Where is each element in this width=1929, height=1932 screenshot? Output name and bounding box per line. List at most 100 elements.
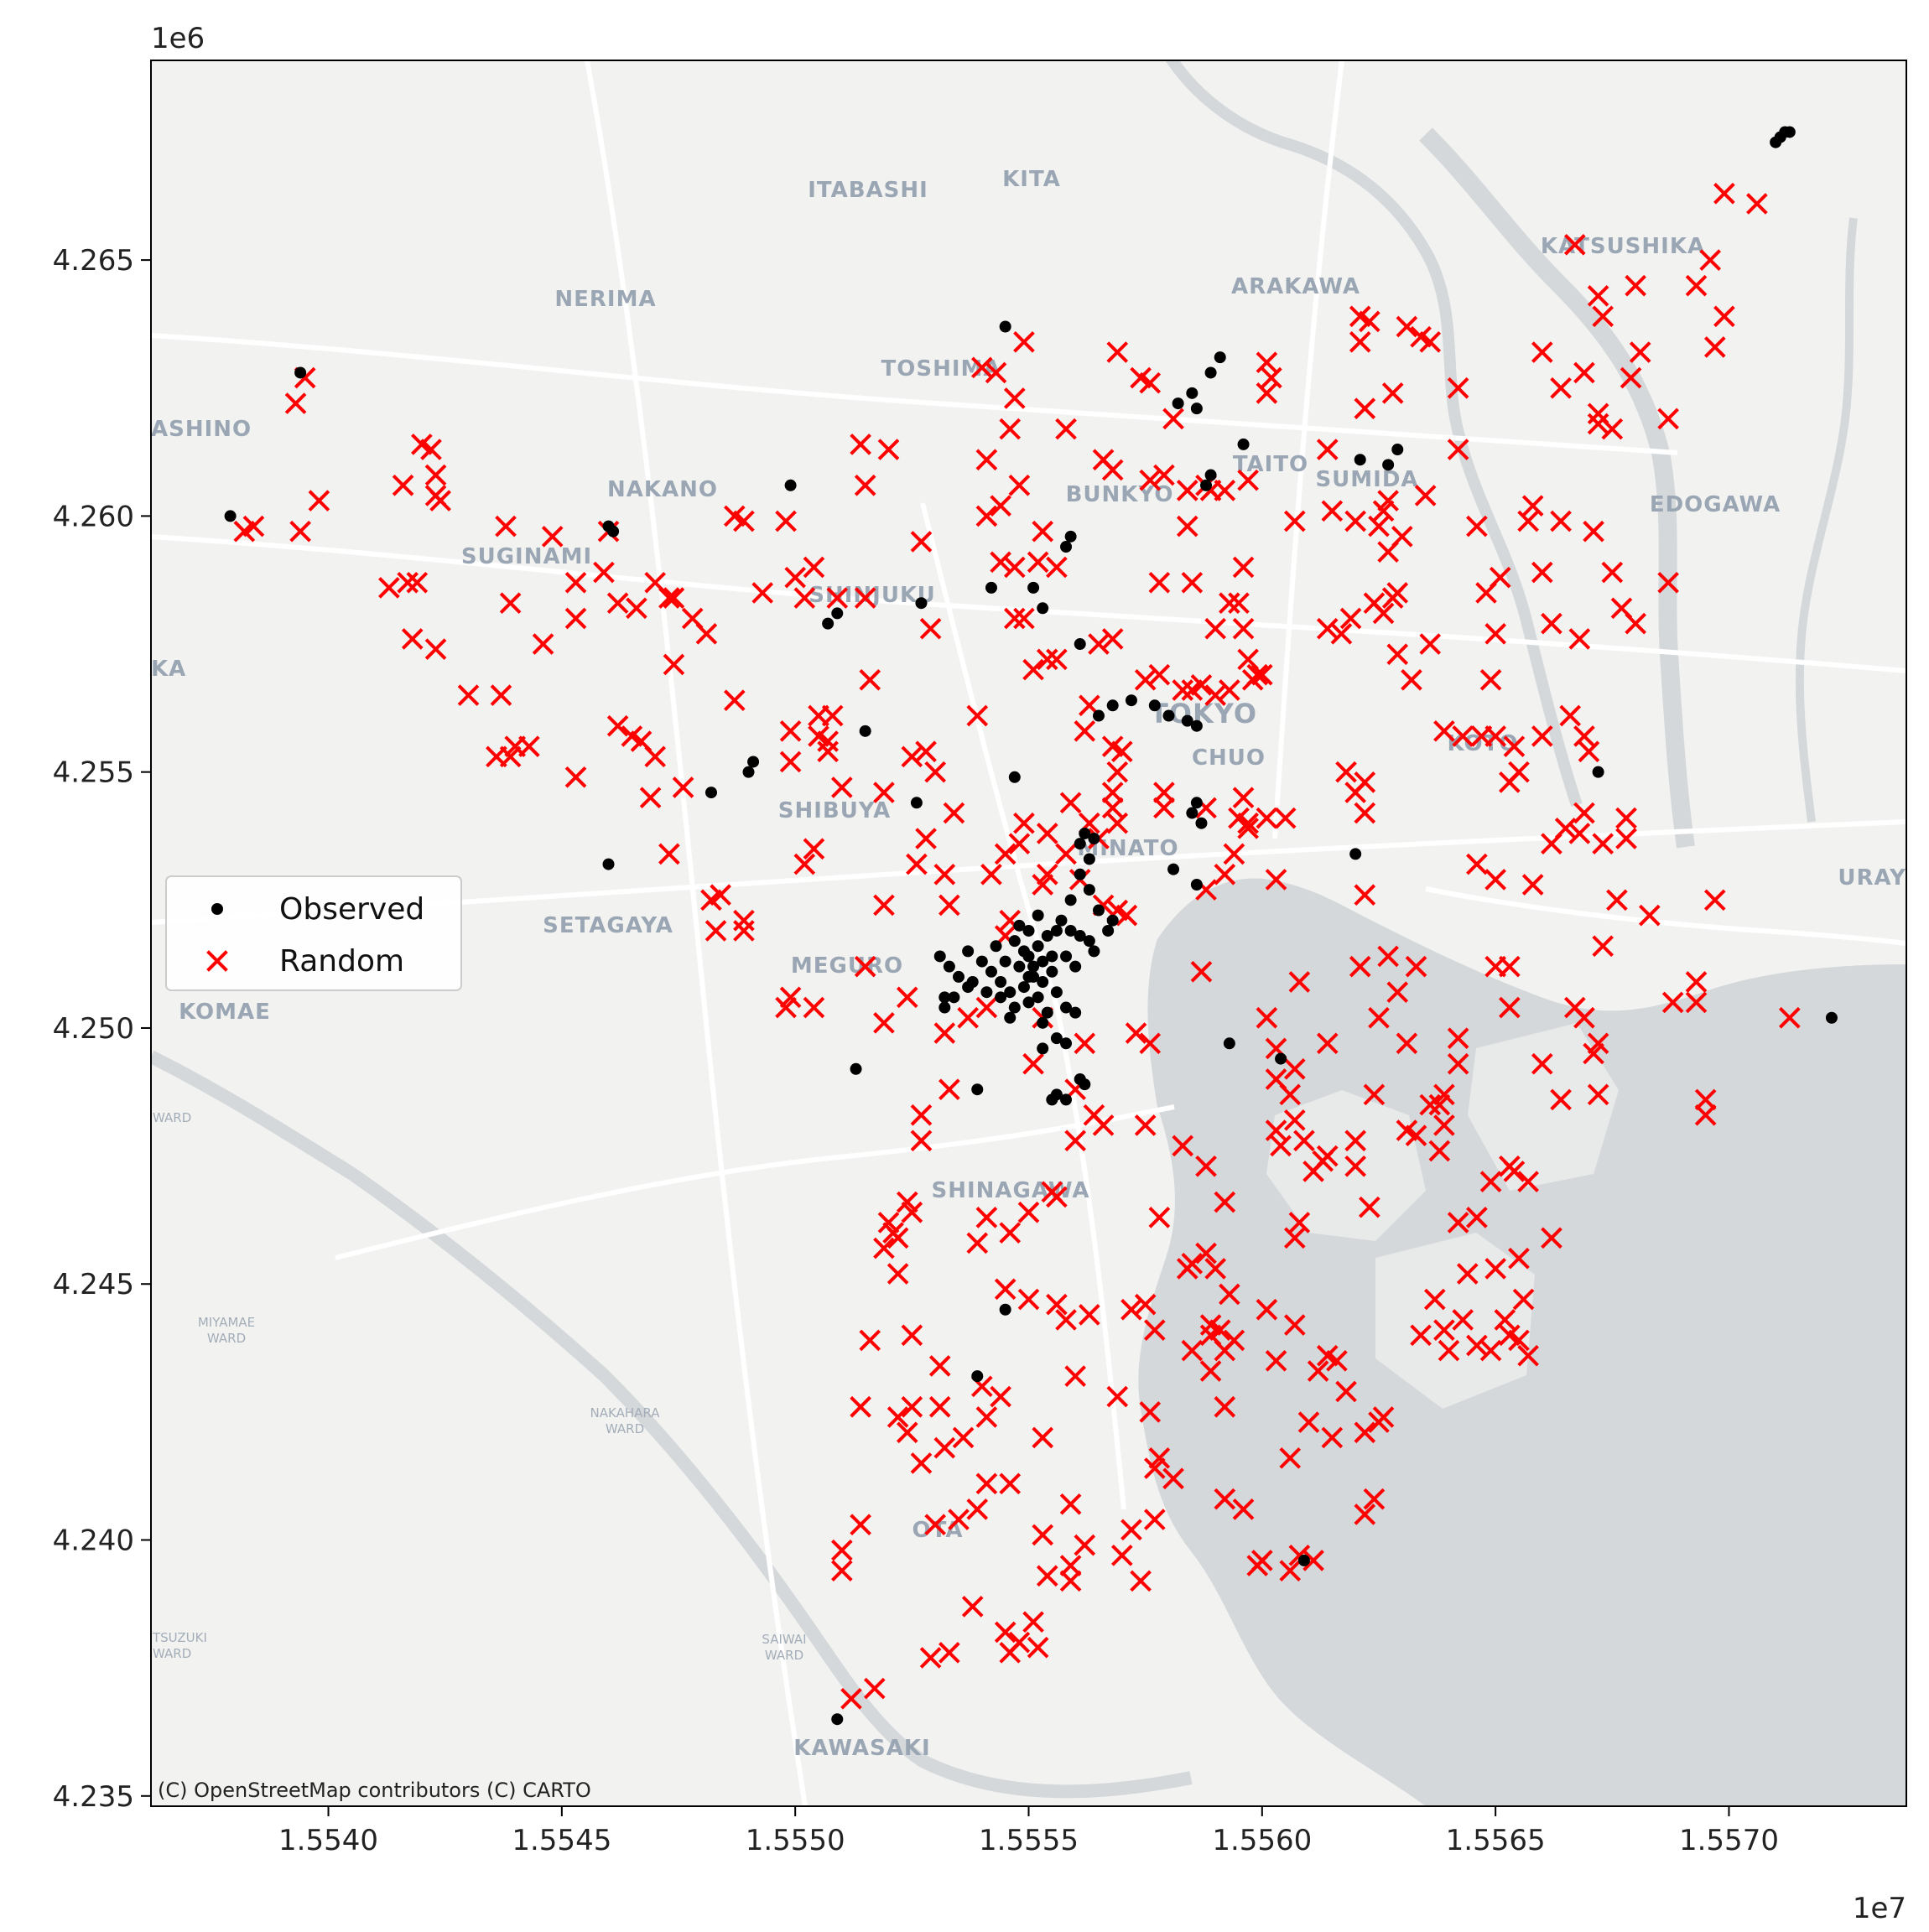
random-point: [1354, 802, 1376, 824]
random-point: [284, 392, 307, 414]
observed-point: [1204, 469, 1217, 481]
random-point: [1316, 1032, 1339, 1055]
random-point: [1592, 305, 1614, 328]
random-point: [710, 884, 731, 906]
random-point: [1172, 679, 1194, 701]
random-point: [1059, 1570, 1082, 1592]
random-point: [803, 838, 825, 860]
random-point: [1032, 874, 1054, 896]
observed-point: [1037, 1016, 1049, 1029]
random-point: [733, 510, 755, 532]
random-point: [504, 735, 527, 757]
random-point: [873, 1012, 895, 1034]
random-point: [1046, 1293, 1068, 1316]
random-point: [1330, 622, 1353, 645]
random-point: [1013, 607, 1035, 630]
observed-point: [1223, 1037, 1235, 1050]
random-point: [1214, 863, 1236, 886]
random-point: [1396, 1119, 1418, 1141]
random-point: [779, 986, 802, 1009]
observed-point: [747, 756, 760, 768]
random-point: [1153, 797, 1175, 819]
random-point: [1176, 480, 1198, 501]
random-point: [1143, 1509, 1166, 1530]
random-point: [1064, 1130, 1086, 1152]
random-point: [1064, 1365, 1086, 1387]
random-point: [1381, 382, 1404, 404]
random-point: [1139, 1401, 1162, 1423]
random-point: [939, 1642, 960, 1664]
random-point: [1503, 735, 1526, 757]
observed-point: [999, 1303, 1011, 1316]
random-point: [1349, 305, 1371, 328]
random-point: [751, 582, 774, 604]
random-point: [1703, 336, 1726, 358]
random-point: [695, 622, 718, 645]
random-point: [793, 587, 816, 609]
observed-point: [1022, 970, 1035, 983]
random-point: [896, 1191, 918, 1213]
observed-point: [1004, 1011, 1016, 1024]
random-point: [1541, 612, 1562, 635]
random-point: [1237, 818, 1259, 839]
legend-marker-observed: [211, 903, 223, 915]
random-point: [1181, 571, 1204, 594]
random-point: [975, 1406, 998, 1428]
random-point: [933, 863, 956, 886]
basemap-label-miyamae: MIYAMAE: [198, 1315, 255, 1330]
observed-point: [1382, 459, 1395, 471]
random-point: [1036, 1565, 1058, 1587]
random-point: [1349, 955, 1371, 978]
basemap-label-nerima: NERIMA: [554, 287, 656, 312]
observed-point: [1060, 1037, 1073, 1050]
random-point: [863, 1677, 886, 1700]
random-point: [952, 1426, 975, 1449]
random-point: [1059, 1493, 1082, 1515]
random-point: [966, 1232, 989, 1254]
observed-point: [915, 597, 928, 610]
random-point: [919, 1647, 942, 1669]
random-point: [1503, 1161, 1526, 1182]
random-point: [1232, 617, 1255, 640]
observed-point: [1783, 126, 1796, 138]
random-point: [1181, 1339, 1204, 1362]
random-point: [1125, 1022, 1147, 1044]
random-point: [532, 633, 554, 655]
random-point: [406, 571, 429, 594]
random-point: [915, 740, 937, 763]
random-point: [775, 510, 797, 532]
random-point: [541, 525, 564, 548]
observed-point: [1032, 909, 1044, 922]
random-point: [901, 1395, 923, 1418]
random-point: [1615, 807, 1637, 829]
random-point: [1092, 1114, 1115, 1136]
observed-point: [999, 320, 1011, 333]
random-point: [784, 566, 807, 589]
random-point: [877, 1212, 900, 1233]
observed-point: [1060, 950, 1073, 963]
random-point: [1349, 330, 1371, 353]
random-point: [658, 587, 680, 609]
observed-point: [1046, 1093, 1058, 1106]
observed-point: [1079, 827, 1091, 839]
random-point: [1199, 1324, 1222, 1347]
random-point: [990, 495, 1011, 517]
random-point: [919, 617, 942, 640]
random-point: [1316, 1344, 1339, 1367]
random-point: [840, 1687, 862, 1710]
observed-point: [1050, 1032, 1063, 1045]
random-point: [933, 1022, 956, 1044]
random-point: [1354, 397, 1376, 420]
observed-point: [831, 1713, 844, 1726]
y-tick-label: 4.255: [53, 756, 134, 790]
observed-point: [1037, 1042, 1049, 1055]
random-point: [873, 894, 895, 917]
random-point: [1386, 643, 1409, 666]
observed-point: [1060, 541, 1073, 553]
observed-point: [1200, 479, 1213, 491]
random-point: [1055, 1309, 1077, 1331]
random-point: [859, 1329, 881, 1352]
observed-point: [224, 510, 237, 522]
random-point: [1101, 797, 1124, 819]
random-point: [1106, 1385, 1129, 1408]
